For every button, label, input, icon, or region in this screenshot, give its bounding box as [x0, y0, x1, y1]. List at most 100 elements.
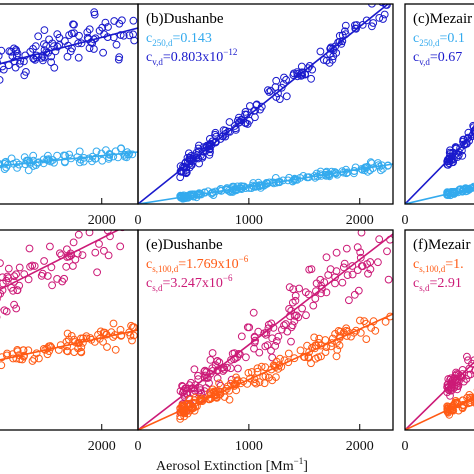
- data-point: [213, 374, 222, 383]
- data-point: [348, 270, 357, 279]
- data-point: [288, 321, 297, 330]
- data-point: [9, 286, 17, 295]
- data-point: [264, 86, 272, 95]
- data-point: [272, 76, 281, 85]
- data-point: [374, 258, 382, 267]
- data-point: [16, 56, 25, 65]
- data-point: [342, 244, 351, 253]
- data-point: [283, 327, 292, 336]
- data-point: [470, 356, 474, 365]
- data-point: [247, 184, 256, 193]
- coefficient-annotation: cv,d=0.803x10−12: [146, 47, 237, 67]
- data-point: [53, 30, 62, 39]
- data-point: [322, 253, 331, 262]
- data-point: [274, 89, 282, 98]
- data-point: [470, 127, 474, 135]
- panel-b: 0 1000 2000 (b)Dushanbe c250,d=0.143cv,d=0.8…: [135, 3, 394, 228]
- data-point: [357, 230, 366, 237]
- data-point: [302, 311, 310, 320]
- plot-area-b: [138, 4, 393, 204]
- data-point: [304, 353, 313, 361]
- data-point: [311, 294, 320, 303]
- panel-d: 2000: [0, 205, 139, 454]
- data-point: [469, 121, 474, 130]
- panel-f: 0 (f)Mezair cs,100,d=1. cs,d=2.91: [402, 229, 474, 454]
- data-point: [75, 31, 83, 40]
- data-point: [362, 16, 371, 25]
- data-point: [458, 151, 467, 160]
- data-point: [12, 354, 21, 363]
- data-point: [48, 281, 56, 290]
- data-point: [63, 52, 72, 61]
- panel-a: 2000: [0, 3, 139, 228]
- data-point: [237, 332, 246, 341]
- data-point: [65, 150, 74, 159]
- data-point: [335, 334, 344, 342]
- axes-frame: [137, 3, 394, 205]
- data-point: [331, 330, 340, 338]
- data-point: [233, 376, 242, 385]
- data-point: [253, 364, 262, 373]
- data-point: [99, 48, 107, 57]
- x-tick-label: 0: [135, 439, 142, 454]
- data-point: [10, 300, 19, 309]
- data-point: [280, 321, 288, 330]
- data-point: [353, 266, 362, 275]
- data-point: [446, 391, 454, 400]
- data-point: [195, 141, 203, 150]
- data-point: [56, 341, 65, 350]
- data-point: [77, 343, 86, 352]
- data-point: [7, 154, 16, 163]
- data-point: [67, 29, 76, 38]
- data-point: [215, 379, 224, 388]
- data-point: [368, 22, 376, 31]
- data-point: [38, 269, 47, 278]
- data-point: [0, 286, 7, 295]
- data-point: [51, 47, 60, 56]
- data-point: [381, 4, 390, 9]
- data-point: [387, 221, 394, 228]
- data-point: [340, 259, 349, 268]
- data-point: [111, 345, 120, 354]
- data-point: [331, 273, 340, 282]
- data-point: [332, 248, 341, 257]
- plot-area-c: [405, 121, 474, 204]
- data-point: [342, 169, 351, 178]
- data-point: [235, 113, 243, 122]
- data-point: [375, 235, 384, 244]
- data-point: [281, 320, 290, 328]
- data-point: [202, 374, 211, 382]
- data-point: [8, 52, 17, 60]
- data-point: [245, 184, 254, 192]
- data-point: [250, 378, 259, 387]
- data-point: [110, 17, 119, 25]
- data-point: [295, 284, 304, 293]
- data-point: [100, 246, 108, 255]
- data-point: [86, 334, 95, 342]
- plot-area-a: [0, 8, 138, 175]
- data-point: [366, 158, 375, 167]
- data-point: [113, 205, 120, 212]
- axes-frame: [404, 229, 474, 431]
- fit-line: [138, 233, 393, 430]
- fit-line: [405, 396, 474, 430]
- data-point: [324, 271, 333, 279]
- data-point: [15, 281, 24, 290]
- data-point: [71, 255, 80, 264]
- data-point: [305, 265, 314, 274]
- data-point: [12, 45, 20, 54]
- data-point: [103, 343, 111, 351]
- data-point: [124, 150, 132, 159]
- data-point: [4, 264, 13, 273]
- data-point: [46, 242, 54, 251]
- data-point: [271, 83, 280, 91]
- data-point: [351, 163, 360, 172]
- data-point: [467, 184, 474, 192]
- data-point: [91, 248, 100, 257]
- data-point: [194, 144, 203, 153]
- data-point: [297, 62, 306, 71]
- data-point: [341, 27, 349, 36]
- data-point: [241, 108, 250, 116]
- data-point: [93, 268, 101, 277]
